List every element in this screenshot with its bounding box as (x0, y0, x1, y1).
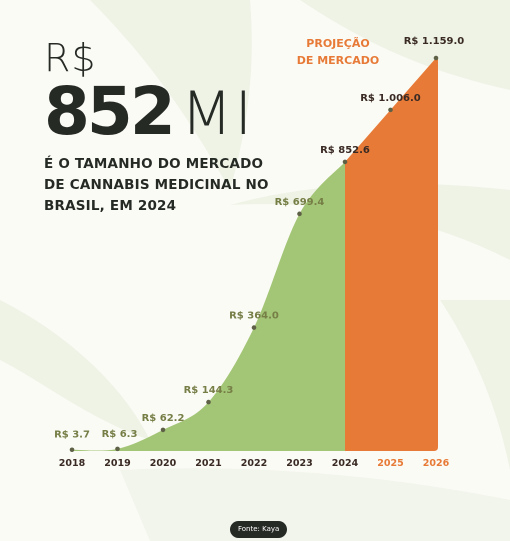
x-tick-label: 2020 (150, 458, 177, 469)
value-label: R$ 699.4 (275, 197, 325, 208)
x-tick-label: 2023 (286, 458, 312, 469)
data-point (69, 447, 75, 453)
data-point (160, 427, 166, 433)
projection-annotation: PROJEÇÃO (306, 37, 369, 50)
headline-number: 852 (44, 73, 176, 150)
value-label: R$ 6.3 (102, 429, 138, 440)
value-label: R$ 3.7 (54, 430, 90, 441)
data-point (342, 159, 348, 165)
x-tick-label: 2022 (241, 458, 267, 469)
leaf-shape (230, 183, 510, 260)
projection-annotation: DE MERCADO (297, 54, 379, 67)
x-tick-label: 2018 (59, 458, 86, 469)
headline-currency: R$ (44, 36, 97, 80)
value-label: R$ 1.159.0 (404, 36, 465, 47)
x-tick-label: 2024 (332, 458, 359, 469)
headline-unit: MI (180, 79, 255, 149)
value-label: R$ 62.2 (142, 413, 185, 424)
data-point (115, 446, 120, 452)
leaf-shape (90, 0, 252, 190)
projection-area (345, 58, 438, 451)
leaf-shape (0, 300, 150, 440)
headline-subtitle: É O TAMANHO DO MERCADO DE CANNABIS MEDIC… (44, 156, 269, 214)
leaf-shape (300, 0, 510, 90)
x-tick-label: 2019 (104, 458, 130, 469)
headline-value-row: 852 MI (44, 73, 255, 150)
historical-area (72, 161, 345, 452)
x-tick-label: 2025 (377, 458, 403, 469)
data-point (297, 211, 302, 217)
value-label: R$ 1.006.0 (360, 93, 421, 104)
data-point (388, 107, 393, 113)
x-tick-label: 2021 (195, 458, 221, 469)
data-point (206, 399, 211, 405)
source-badge: Fonte: Kaya (230, 521, 288, 538)
x-tick-label: 2026 (423, 458, 450, 469)
value-label: R$ 852.6 (320, 145, 370, 156)
leaf-shape (440, 300, 510, 470)
value-label: R$ 144.3 (184, 385, 234, 396)
value-label: R$ 364.0 (229, 311, 279, 322)
leaf-shape (120, 468, 510, 541)
data-point (251, 325, 257, 330)
data-point (433, 55, 439, 61)
headline: R$ 852 MI (44, 38, 254, 146)
